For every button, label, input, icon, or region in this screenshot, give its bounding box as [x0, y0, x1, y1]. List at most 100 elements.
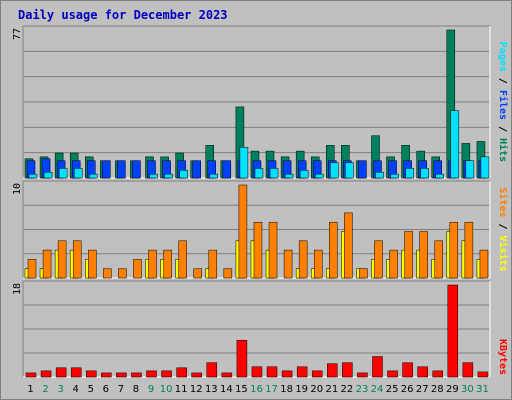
- bar-visits: [298, 240, 308, 279]
- legend-label: /: [497, 72, 508, 90]
- ymax-label: 10: [12, 183, 23, 195]
- bar-visits: [313, 249, 323, 279]
- x-tick-label: 5: [88, 384, 94, 395]
- bar-kbytes: [146, 370, 157, 378]
- bar-visits: [133, 259, 142, 279]
- bar-pages: [254, 168, 264, 179]
- bar-kbytes: [402, 362, 413, 378]
- bar-pages: [284, 173, 294, 179]
- bar-kbytes: [462, 362, 474, 378]
- bar-visits: [434, 240, 443, 279]
- bar-pages: [58, 168, 68, 179]
- bar-visits: [253, 221, 263, 279]
- bar-pages: [89, 173, 98, 179]
- bar-visits: [374, 240, 383, 279]
- bar-visits: [329, 221, 338, 279]
- bar-pages: [480, 156, 490, 179]
- legend-label: Sites: [497, 187, 509, 217]
- x-tick-label: 19: [295, 384, 308, 395]
- bar-visits: [118, 268, 127, 279]
- bar-pages: [375, 171, 384, 179]
- bar-kbytes: [432, 370, 443, 378]
- x-tick-label: 20: [310, 384, 323, 395]
- legend-label: /: [497, 217, 508, 235]
- legend-label: Pages: [497, 42, 508, 72]
- x-tick-label: 16: [250, 384, 263, 395]
- bar-pages: [43, 171, 53, 179]
- x-tick-label: 12: [190, 384, 203, 395]
- bar-visits: [283, 249, 293, 279]
- x-tick-label: 31: [476, 384, 489, 395]
- bar-kbytes: [357, 372, 368, 378]
- x-tick-label: 27: [416, 384, 429, 395]
- x-tick-label: 21: [325, 384, 338, 395]
- bar-visits: [193, 268, 202, 279]
- x-tick-label: 10: [160, 384, 173, 395]
- bar-pages: [28, 173, 38, 179]
- bar-files: [132, 160, 141, 179]
- x-tick-label: 8: [133, 384, 139, 395]
- bar-kbytes: [251, 366, 263, 378]
- bar-pages: [209, 173, 219, 179]
- x-tick-label: 6: [103, 384, 109, 395]
- bar-kbytes: [86, 370, 97, 378]
- x-tick-label: 4: [73, 384, 79, 395]
- bar-kbytes: [221, 372, 233, 378]
- bar-files: [192, 160, 201, 179]
- x-tick-label: 3: [57, 384, 63, 395]
- x-tick-label: 9: [148, 384, 154, 395]
- x-tick-label: 29: [446, 384, 459, 395]
- bar-files: [117, 160, 126, 179]
- bar-pages: [239, 146, 249, 179]
- x-tick-label: 14: [220, 384, 233, 395]
- bar-kbytes: [161, 370, 172, 378]
- bar-kbytes: [477, 371, 489, 378]
- legend-label: KBytes: [497, 339, 508, 375]
- bar-kbytes: [417, 366, 428, 378]
- legend-label: Files: [497, 90, 509, 120]
- bar-visits: [57, 240, 67, 279]
- bar-kbytes: [40, 370, 52, 378]
- bar-kbytes: [101, 372, 112, 378]
- x-tick-label: 15: [235, 384, 248, 395]
- bar-visits: [178, 240, 187, 279]
- bar-files: [222, 160, 232, 179]
- legend-panel2: Sites / Visits: [497, 187, 509, 271]
- bar-pages: [450, 110, 460, 179]
- bar-kbytes: [281, 370, 293, 378]
- bar-visits: [42, 249, 52, 279]
- bar-pages: [314, 173, 324, 179]
- x-tick-label: 26: [401, 384, 414, 395]
- bar-pages: [435, 173, 444, 179]
- bar-visits: [88, 249, 97, 279]
- bar-visits: [238, 184, 248, 279]
- bar-pages: [330, 162, 339, 179]
- x-tick-label: 24: [371, 384, 384, 395]
- bar-kbytes: [327, 363, 338, 378]
- bar-kbytes: [387, 370, 398, 378]
- bar-visits: [163, 249, 172, 279]
- bar-visits: [344, 212, 353, 279]
- bar-visits: [268, 221, 278, 279]
- bar-pages: [390, 173, 399, 179]
- ymax-label: 77: [12, 28, 23, 40]
- x-tick-label: 18: [280, 384, 293, 395]
- bar-files: [358, 160, 367, 179]
- bar-kbytes: [311, 370, 323, 378]
- bar-visits: [389, 249, 398, 279]
- x-tick-label: 25: [386, 384, 399, 395]
- bar-pages: [269, 168, 279, 179]
- legend-label: Visits: [497, 236, 509, 272]
- x-tick-label: 7: [118, 384, 124, 395]
- bar-pages: [405, 168, 414, 179]
- bar-visits: [359, 268, 368, 279]
- bar-pages: [73, 168, 83, 179]
- bar-visits: [464, 221, 474, 279]
- bar-pages: [164, 173, 173, 179]
- bar-visits: [479, 249, 489, 279]
- x-tick-label: 30: [461, 384, 474, 395]
- x-tick-label: 17: [265, 384, 278, 395]
- bar-visits: [72, 240, 82, 279]
- x-tick-label: 11: [175, 384, 188, 395]
- x-tick-label: 2: [42, 384, 48, 395]
